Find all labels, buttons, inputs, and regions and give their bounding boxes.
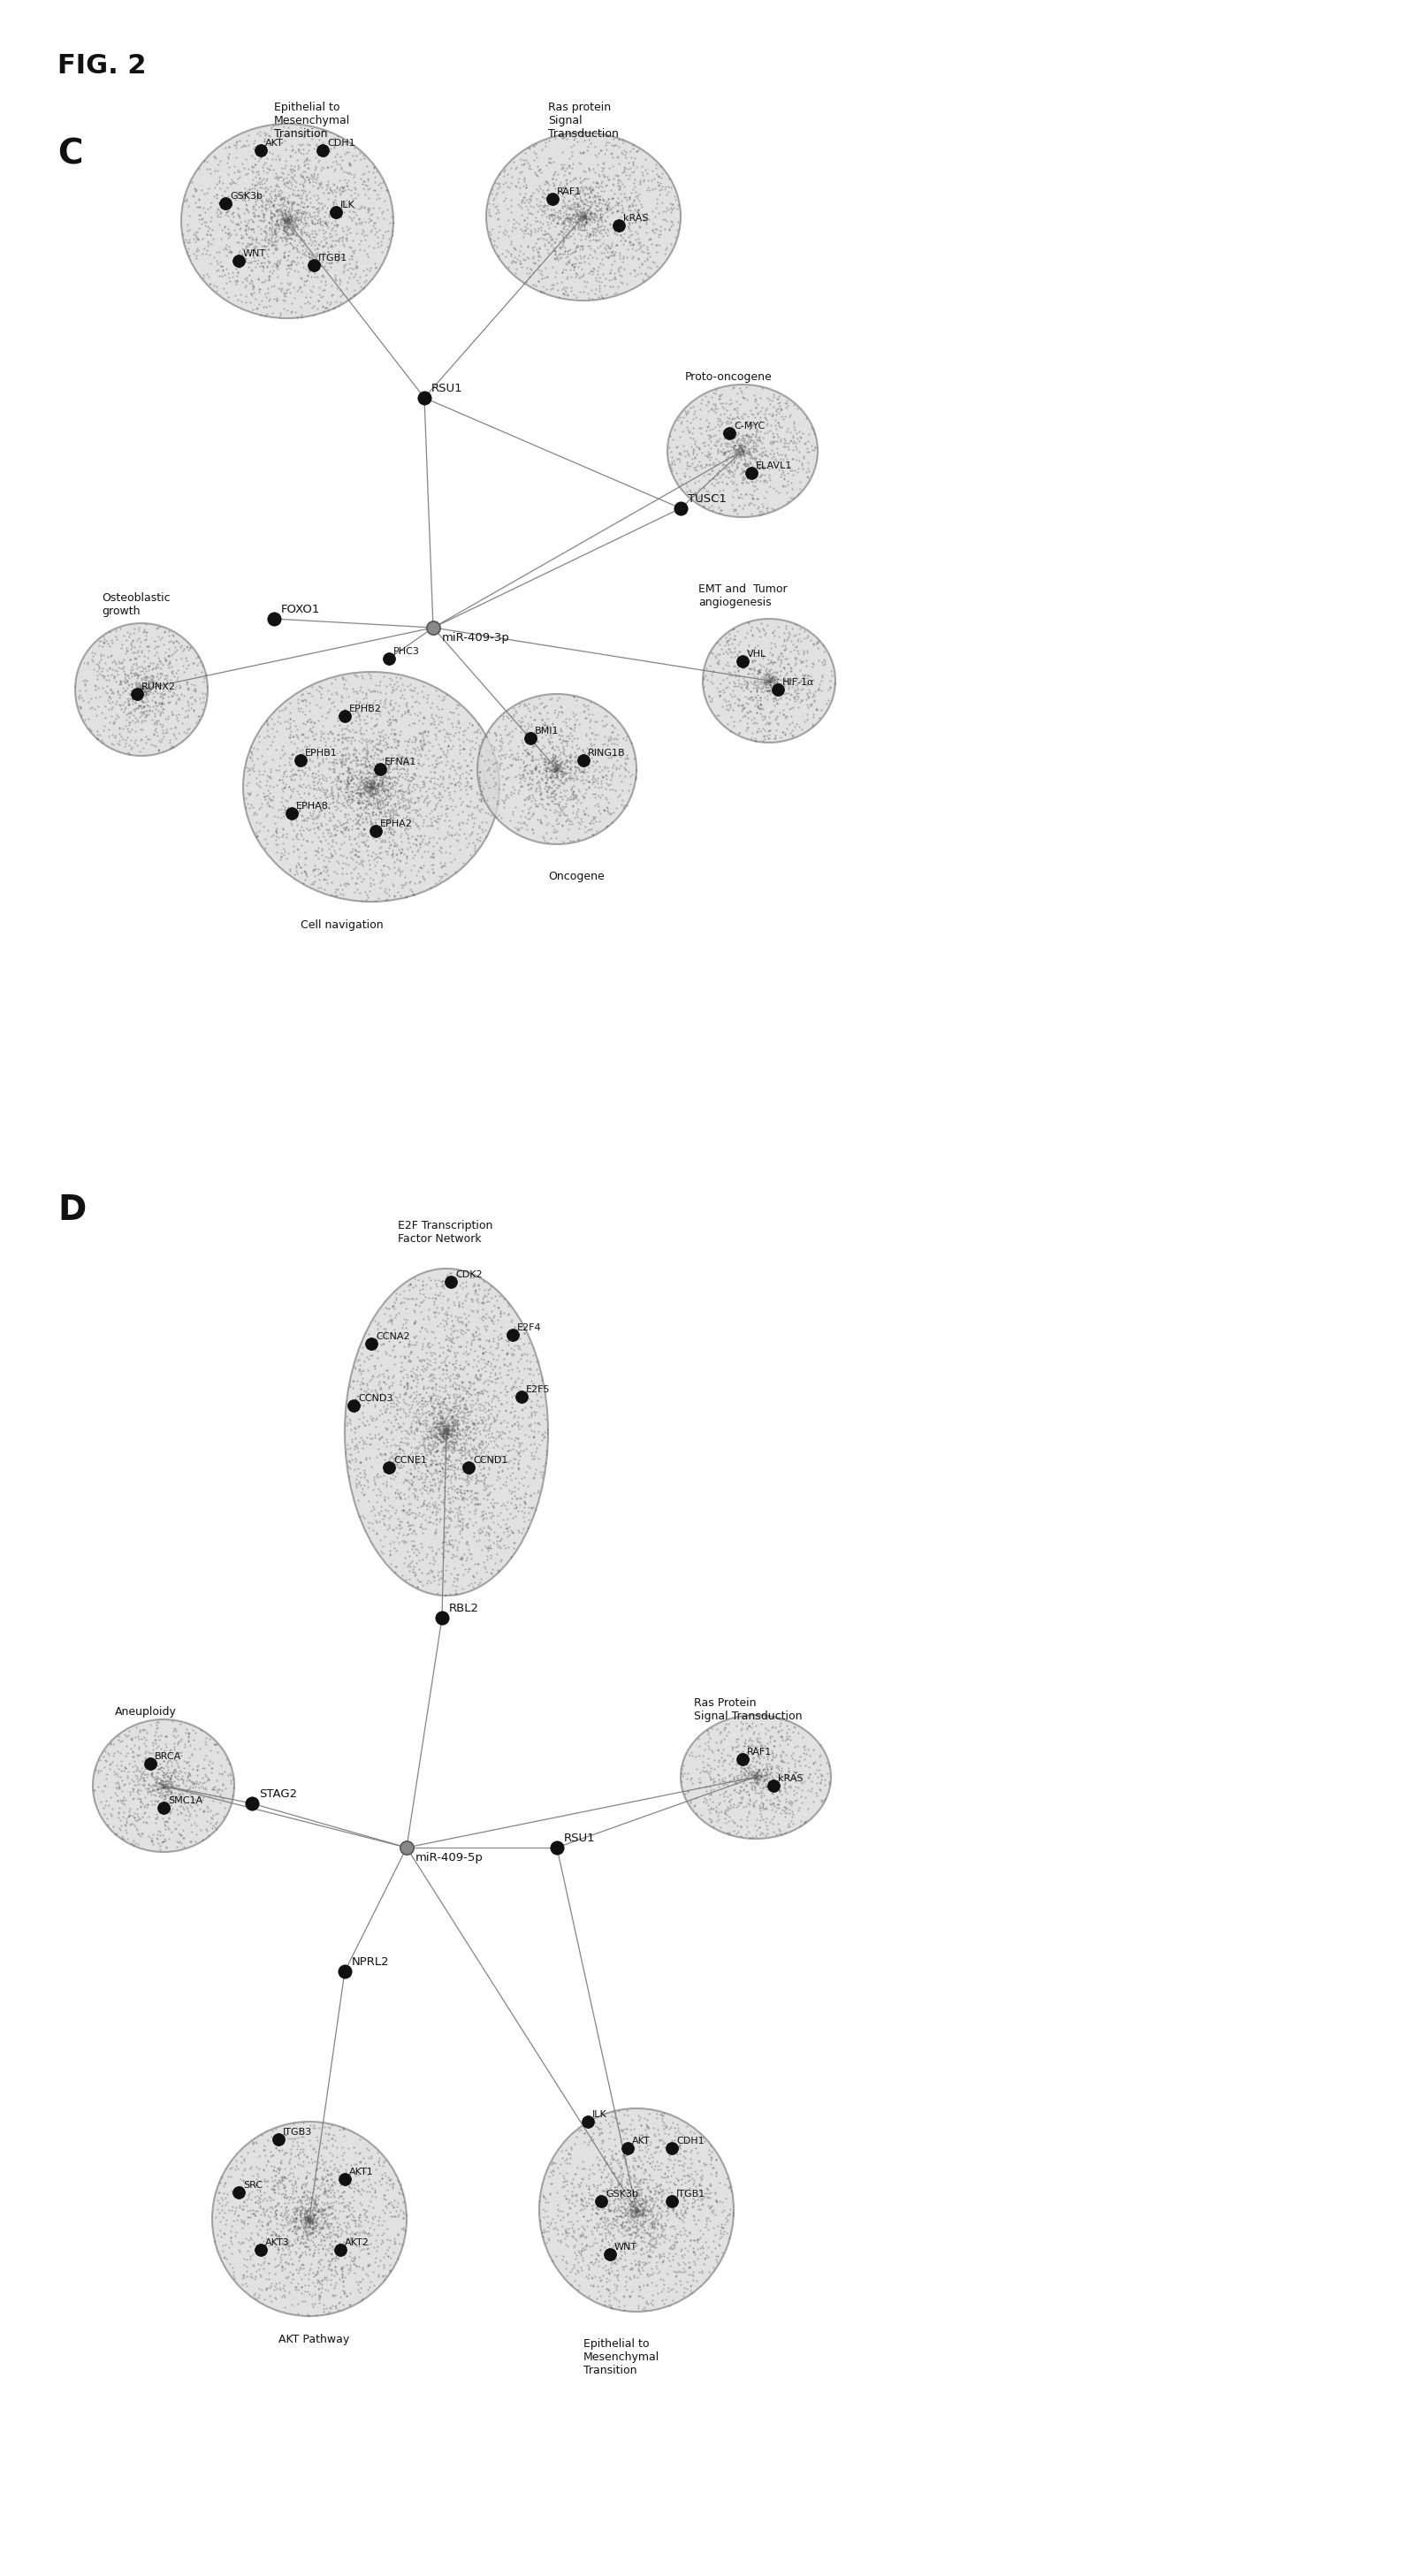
Text: EFNA1: EFNA1 [385, 757, 416, 768]
Text: CCND3: CCND3 [358, 1394, 393, 1404]
Ellipse shape [667, 384, 818, 518]
Text: Proto-oncogene: Proto-oncogene [685, 371, 772, 384]
Ellipse shape [539, 2107, 734, 2311]
Ellipse shape [477, 693, 637, 845]
Text: EPHA8: EPHA8 [296, 801, 329, 811]
Text: RUNX2: RUNX2 [141, 683, 175, 690]
Text: FIG. 2: FIG. 2 [57, 54, 147, 80]
Text: E2F Transcription
Factor Network: E2F Transcription Factor Network [398, 1221, 493, 1244]
Text: NPRL2: NPRL2 [352, 1955, 389, 1968]
Text: E2F5: E2F5 [526, 1386, 550, 1394]
Text: GSK3b: GSK3b [606, 2190, 638, 2197]
Text: Epithelial to
Mesenchymal
Transition: Epithelial to Mesenchymal Transition [583, 2339, 660, 2375]
Text: Epithelial to
Mesenchymal
Transition: Epithelial to Mesenchymal Transition [274, 100, 351, 139]
Text: C: C [57, 137, 83, 170]
Text: FOXO1: FOXO1 [281, 603, 321, 616]
Text: GSK3b: GSK3b [229, 191, 262, 201]
Text: CDH1: CDH1 [328, 139, 355, 147]
Text: AKT Pathway: AKT Pathway [278, 2334, 349, 2344]
Text: TUSC1: TUSC1 [688, 492, 727, 505]
Text: CCND1: CCND1 [473, 1455, 507, 1466]
Text: ITGB1: ITGB1 [677, 2190, 705, 2197]
Text: STAG2: STAG2 [259, 1788, 298, 1801]
Text: WNT: WNT [614, 2244, 637, 2251]
Text: BRCA: BRCA [155, 1752, 181, 1762]
Text: WNT: WNT [244, 250, 266, 258]
Text: AKT: AKT [265, 139, 284, 147]
Text: CCNE1: CCNE1 [393, 1455, 428, 1466]
Ellipse shape [244, 672, 499, 902]
Ellipse shape [345, 1267, 549, 1595]
Ellipse shape [93, 1718, 234, 1852]
Text: kRAS: kRAS [778, 1775, 804, 1783]
Ellipse shape [181, 124, 393, 319]
Ellipse shape [486, 131, 681, 301]
Text: PHC3: PHC3 [393, 647, 420, 657]
Text: RAF1: RAF1 [557, 188, 581, 196]
Text: EPHB2: EPHB2 [349, 706, 382, 714]
Text: RING1B: RING1B [589, 750, 626, 757]
Text: RSU1: RSU1 [564, 1832, 596, 1844]
Text: miR-409-5p: miR-409-5p [416, 1852, 483, 1862]
Text: RAF1: RAF1 [747, 1747, 772, 1757]
Text: kRAS: kRAS [623, 214, 648, 222]
Text: SMC1A: SMC1A [168, 1795, 202, 1806]
Text: Oncogene: Oncogene [549, 871, 604, 881]
Text: D: D [57, 1193, 86, 1226]
Text: CDH1: CDH1 [677, 2136, 704, 2146]
Ellipse shape [681, 1716, 831, 1839]
Ellipse shape [212, 2123, 406, 2316]
Text: AKT3: AKT3 [265, 2239, 289, 2246]
Text: CCNA2: CCNA2 [376, 1332, 410, 1342]
Text: ELAVL1: ELAVL1 [755, 461, 792, 471]
Text: RBL2: RBL2 [449, 1602, 479, 1615]
Text: CDK2: CDK2 [455, 1270, 482, 1280]
Text: EMT and  Tumor
angiogenesis: EMT and Tumor angiogenesis [698, 582, 787, 608]
Text: SRC: SRC [244, 2182, 262, 2190]
Text: RSU1: RSU1 [432, 384, 463, 394]
Text: ILK: ILK [593, 2110, 607, 2120]
Text: C-MYC: C-MYC [734, 422, 765, 430]
Text: EPHB1: EPHB1 [305, 750, 338, 757]
Text: Osteoblastic
growth: Osteoblastic growth [101, 592, 170, 618]
Text: AKT2: AKT2 [345, 2239, 369, 2246]
Ellipse shape [703, 618, 835, 742]
Text: miR-409-3p: miR-409-3p [442, 631, 510, 644]
Text: ILK: ILK [341, 201, 355, 209]
Text: ITGB1: ITGB1 [318, 252, 348, 263]
Text: ITGB3: ITGB3 [284, 2128, 312, 2136]
Ellipse shape [76, 623, 208, 755]
Text: E2F4: E2F4 [517, 1324, 542, 1332]
Text: Aneuploidy: Aneuploidy [115, 1705, 177, 1718]
Text: Ras protein
Signal
Transduction: Ras protein Signal Transduction [549, 100, 618, 139]
Text: AKT1: AKT1 [349, 2166, 373, 2177]
Text: HIF-1α: HIF-1α [782, 677, 815, 688]
Text: BMI1: BMI1 [534, 726, 559, 737]
Text: AKT: AKT [633, 2136, 650, 2146]
Text: EPHA2: EPHA2 [380, 819, 413, 829]
Text: Cell navigation: Cell navigation [301, 920, 383, 930]
Text: VHL: VHL [747, 649, 767, 659]
Text: Ras Protein
Signal Transduction: Ras Protein Signal Transduction [694, 1698, 802, 1721]
